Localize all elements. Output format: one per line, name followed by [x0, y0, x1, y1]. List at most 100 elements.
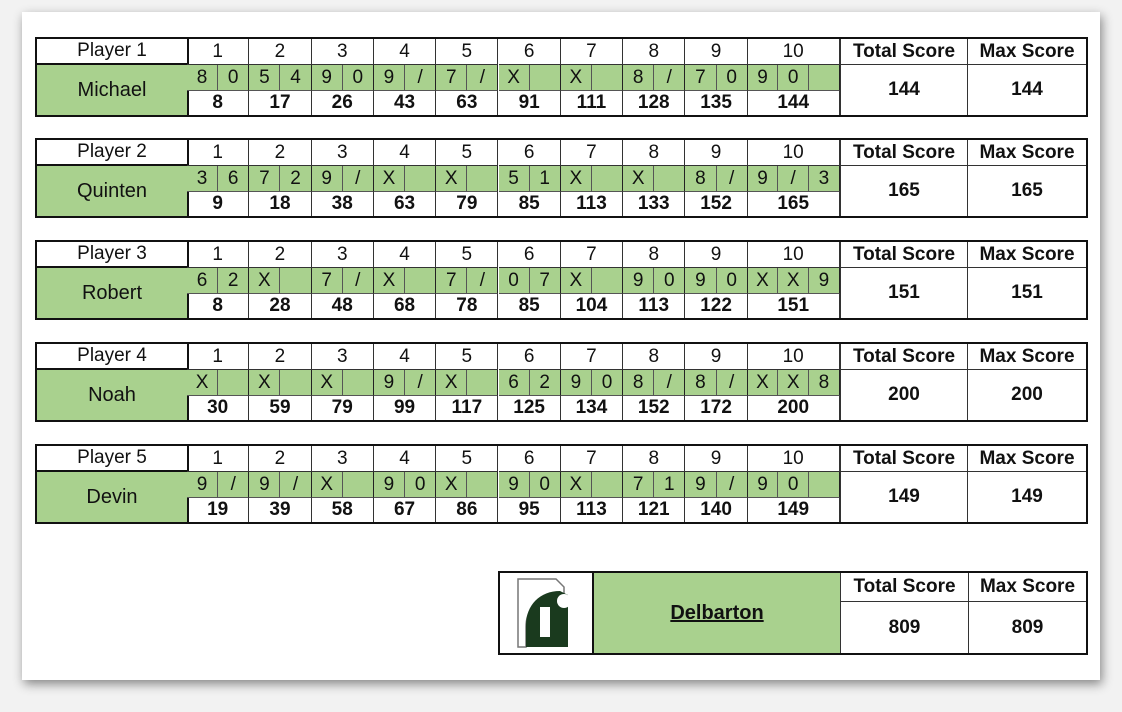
roll-box: 0: [716, 65, 748, 91]
frame-score: 63: [374, 192, 437, 216]
roll-box: 4: [280, 65, 312, 91]
roll-box: 8: [187, 65, 219, 91]
roll-box: [591, 472, 624, 498]
roll-box: [809, 472, 840, 498]
frame-score: 122: [685, 294, 748, 318]
frame-score: 135: [685, 91, 748, 115]
roll-box: 8: [623, 370, 655, 396]
frame-number: 6: [498, 446, 561, 472]
player-scorecard: Player 2 Quinten 1 3 6 9 2 7 2 18 3 9/38 4 X 63 5 X 79 6 5 1…: [35, 138, 1088, 218]
team-total-score: 809: [841, 602, 969, 653]
roll-box: 9: [809, 268, 840, 294]
roll-box: [591, 166, 624, 192]
roll-box: /: [716, 370, 748, 396]
player-name: Devin: [37, 472, 189, 522]
roll-box: 8: [623, 65, 655, 91]
max-score-header: Max Score: [968, 242, 1086, 268]
total-score: 149: [840, 472, 968, 522]
frame-number: 8: [623, 140, 686, 166]
frame-number: 3: [311, 39, 374, 65]
roll-box: X: [373, 166, 406, 192]
roll-box: X: [560, 268, 592, 294]
frame-score: 59: [249, 396, 312, 420]
roll-box: /: [405, 65, 437, 91]
max-score-header: Max Score: [968, 344, 1086, 370]
frame-score: 121: [623, 498, 686, 522]
roll-box: [529, 65, 561, 91]
frame-score: 8: [187, 294, 250, 318]
frame-score: 152: [685, 192, 748, 216]
frame-number: 3: [311, 446, 374, 472]
roll-box: 0: [405, 472, 437, 498]
roll-box: X: [311, 472, 343, 498]
roll-box: 9: [187, 472, 219, 498]
frame-number: 4: [373, 344, 437, 370]
roll-box: X: [747, 370, 779, 396]
player-scorecard: Player 3 Robert 1 6 2 8 2 X 28 3 7/48 4 X 68 5 7/78 6 0 7 8…: [35, 240, 1088, 320]
frame-number: 10: [747, 344, 840, 370]
frame-number: 9: [685, 344, 748, 370]
frame-number: 6: [498, 344, 561, 370]
roll-box: 6: [498, 370, 530, 396]
frame-score: 117: [436, 396, 499, 420]
roll-box: 9: [498, 472, 530, 498]
total-score: 165: [840, 166, 968, 216]
player-name: Michael: [37, 65, 189, 115]
frame-score: 111: [561, 91, 624, 115]
roll-box: 7: [436, 268, 468, 294]
frame-number: 3: [311, 344, 374, 370]
roll-box: /: [716, 166, 748, 192]
frame-number: 1: [187, 344, 250, 370]
frame-score: 125: [499, 396, 561, 420]
roll-box: 2: [218, 268, 250, 294]
delbarton-d-logo-icon: [517, 578, 571, 648]
roll-box: /: [218, 472, 250, 498]
total-score-header: Total Score: [840, 344, 968, 370]
roll-box: [654, 166, 686, 192]
frame-number: 7: [560, 140, 624, 166]
roll-box: X: [560, 65, 592, 91]
frame-score: 134: [561, 396, 624, 420]
frame-number: 8: [623, 39, 686, 65]
frame-number: 7: [560, 446, 624, 472]
roll-box: 8: [809, 370, 840, 396]
roll-box: 9: [747, 166, 779, 192]
frame-score: 165: [748, 192, 840, 216]
max-score: 149: [1011, 486, 1043, 507]
roll-box: 7: [529, 268, 561, 294]
frame-score: 152: [623, 396, 686, 420]
roll-box: [405, 268, 437, 294]
frame-score: 104: [561, 294, 624, 318]
frame-score: 113: [623, 294, 686, 318]
roll-box: X: [778, 370, 810, 396]
total-score: 144: [840, 65, 968, 115]
frame-score: 85: [499, 294, 561, 318]
max-score: 144: [1011, 79, 1043, 100]
frame-number: 8: [623, 344, 686, 370]
frame-number: 8: [623, 242, 686, 268]
team-name: Delbarton: [592, 573, 841, 653]
roll-box: 9: [373, 370, 406, 396]
frame-number: 9: [685, 242, 748, 268]
max-score: 151: [1011, 282, 1043, 303]
roll-box: /: [467, 268, 499, 294]
frame-score: 43: [374, 91, 437, 115]
frame-number: 5: [436, 446, 499, 472]
frame-score: 86: [436, 498, 499, 522]
frame-score: 58: [312, 498, 374, 522]
frame-score: 17: [249, 91, 312, 115]
roll-box: 9: [311, 65, 343, 91]
roll-box: 9: [747, 472, 779, 498]
roll-box: 6: [187, 268, 219, 294]
roll-box: 6: [218, 166, 250, 192]
frame-score: 18: [249, 192, 312, 216]
frame-score: 63: [436, 91, 499, 115]
roll-box: /: [654, 370, 686, 396]
roll-box: X: [778, 268, 810, 294]
frame-number: 4: [373, 242, 437, 268]
roll-box: X: [187, 370, 219, 396]
frame-number: 10: [747, 140, 840, 166]
player-name: Robert: [37, 268, 189, 318]
frame-score: 85: [499, 192, 561, 216]
roll-box: 3: [809, 166, 840, 192]
